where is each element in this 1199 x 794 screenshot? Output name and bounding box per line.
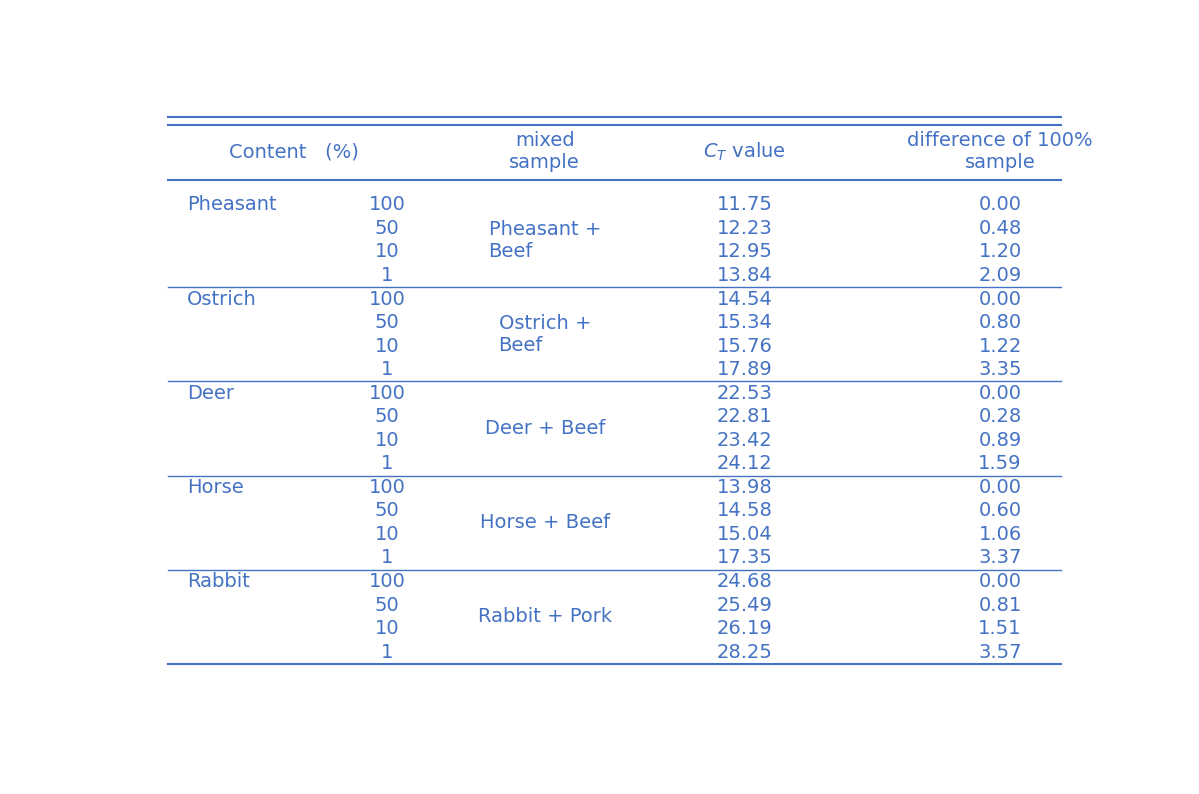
Text: 12.95: 12.95 xyxy=(717,242,772,261)
Text: 24.68: 24.68 xyxy=(717,572,772,591)
Text: 3.37: 3.37 xyxy=(978,549,1022,568)
Text: 0.00: 0.00 xyxy=(978,572,1022,591)
Text: 1: 1 xyxy=(380,266,393,285)
Text: 0.28: 0.28 xyxy=(978,407,1022,426)
Text: Deer: Deer xyxy=(187,384,234,403)
Text: Content   (%): Content (%) xyxy=(229,142,359,161)
Text: Rabbit + Pork: Rabbit + Pork xyxy=(477,607,611,626)
Text: 1.20: 1.20 xyxy=(978,242,1022,261)
Text: 100: 100 xyxy=(368,384,405,403)
Text: 1: 1 xyxy=(380,642,393,661)
Text: 1: 1 xyxy=(380,549,393,568)
Text: 50: 50 xyxy=(374,501,399,520)
Text: mixed
sample: mixed sample xyxy=(510,131,580,172)
Text: 0.00: 0.00 xyxy=(978,195,1022,214)
Text: Ostrich: Ostrich xyxy=(187,290,257,309)
Text: 0.80: 0.80 xyxy=(978,313,1022,332)
Text: 26.19: 26.19 xyxy=(717,619,772,638)
Text: 14.54: 14.54 xyxy=(717,290,772,309)
Text: 17.89: 17.89 xyxy=(717,360,772,380)
Text: Pheasant: Pheasant xyxy=(187,195,277,214)
Text: Horse + Beef: Horse + Beef xyxy=(480,513,610,532)
Text: 15.34: 15.34 xyxy=(717,313,772,332)
Text: 28.25: 28.25 xyxy=(717,642,772,661)
Text: 50: 50 xyxy=(374,219,399,238)
Text: 1: 1 xyxy=(380,360,393,380)
Text: difference of 100%
sample: difference of 100% sample xyxy=(908,131,1093,172)
Text: 22.81: 22.81 xyxy=(717,407,772,426)
Text: 2.09: 2.09 xyxy=(978,266,1022,285)
Text: 100: 100 xyxy=(368,290,405,309)
Text: 0.00: 0.00 xyxy=(978,478,1022,497)
Text: 0.00: 0.00 xyxy=(978,384,1022,403)
Text: 3.57: 3.57 xyxy=(978,642,1022,661)
Text: Rabbit: Rabbit xyxy=(187,572,249,591)
Text: 0.48: 0.48 xyxy=(978,219,1022,238)
Text: 50: 50 xyxy=(374,313,399,332)
Text: 13.98: 13.98 xyxy=(717,478,772,497)
Text: Ostrich +
Beef: Ostrich + Beef xyxy=(499,314,591,355)
Text: 1: 1 xyxy=(380,454,393,473)
Text: 0.00: 0.00 xyxy=(978,290,1022,309)
Text: 50: 50 xyxy=(374,407,399,426)
Text: 1.51: 1.51 xyxy=(978,619,1022,638)
Text: 22.53: 22.53 xyxy=(717,384,772,403)
Text: 0.81: 0.81 xyxy=(978,596,1022,615)
Text: 10: 10 xyxy=(374,431,399,449)
Text: 12.23: 12.23 xyxy=(717,219,772,238)
Text: 23.42: 23.42 xyxy=(717,431,772,449)
Text: 100: 100 xyxy=(368,478,405,497)
Text: 1.06: 1.06 xyxy=(978,525,1022,544)
Text: 1.22: 1.22 xyxy=(978,337,1022,356)
Text: 10: 10 xyxy=(374,525,399,544)
Text: 0.60: 0.60 xyxy=(978,501,1022,520)
Text: 15.76: 15.76 xyxy=(717,337,772,356)
Text: 100: 100 xyxy=(368,195,405,214)
Text: 13.84: 13.84 xyxy=(717,266,772,285)
Text: 100: 100 xyxy=(368,572,405,591)
Text: 10: 10 xyxy=(374,619,399,638)
Text: $C_T$ value: $C_T$ value xyxy=(703,141,787,163)
Text: 10: 10 xyxy=(374,337,399,356)
Text: 10: 10 xyxy=(374,242,399,261)
Text: 50: 50 xyxy=(374,596,399,615)
Text: 24.12: 24.12 xyxy=(717,454,772,473)
Text: 0.89: 0.89 xyxy=(978,431,1022,449)
Text: Horse: Horse xyxy=(187,478,243,497)
Text: 1.59: 1.59 xyxy=(978,454,1022,473)
Text: 14.58: 14.58 xyxy=(717,501,772,520)
Text: 3.35: 3.35 xyxy=(978,360,1022,380)
Text: 25.49: 25.49 xyxy=(717,596,772,615)
Text: 15.04: 15.04 xyxy=(717,525,772,544)
Text: 17.35: 17.35 xyxy=(717,549,772,568)
Text: 11.75: 11.75 xyxy=(717,195,772,214)
Text: Pheasant +
Beef: Pheasant + Beef xyxy=(489,220,601,260)
Text: Deer + Beef: Deer + Beef xyxy=(484,419,605,438)
